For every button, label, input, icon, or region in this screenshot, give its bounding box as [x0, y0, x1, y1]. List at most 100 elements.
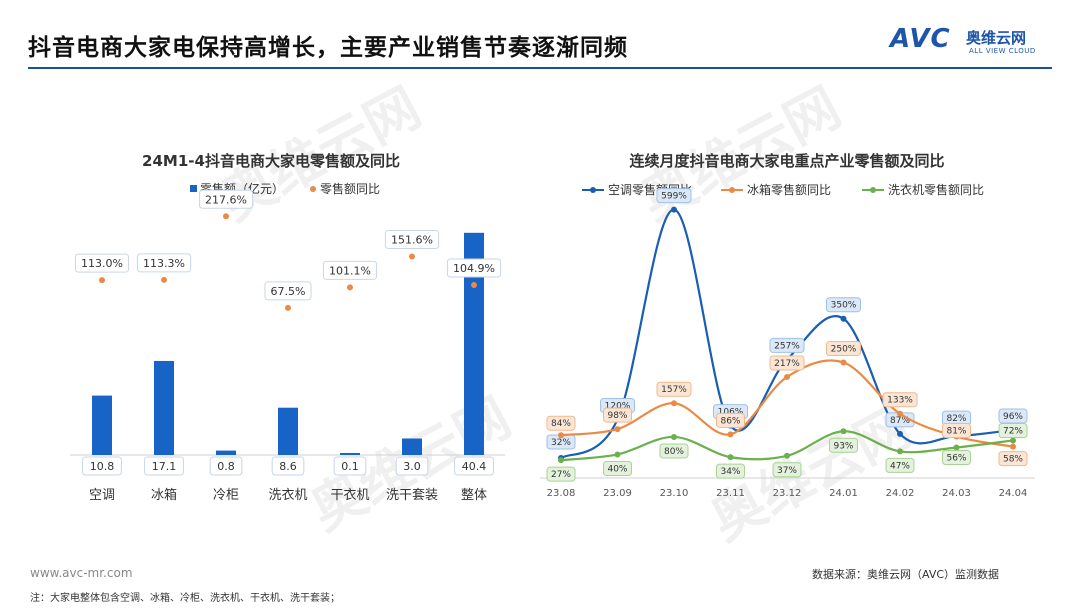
data-label: 37%	[777, 466, 797, 476]
logo-cn-text: 奥维云网	[966, 29, 1027, 47]
bar-chart-title: 24M1-4抖音电商大家电零售额及同比	[142, 152, 400, 170]
data-label: 106%	[718, 408, 744, 418]
series-point	[840, 315, 847, 322]
data-label-box	[603, 407, 632, 423]
yoy-label-box	[384, 230, 440, 250]
yoy-label-box	[198, 189, 254, 209]
site-url: www.avc-mr.com	[30, 566, 133, 580]
data-label-box	[998, 451, 1028, 467]
data-source: 数据来源：奥维云网（AVC）监测数据	[812, 568, 1000, 581]
data-label: 27%	[551, 470, 571, 480]
series-point	[840, 428, 847, 435]
category-label: 空调	[89, 488, 115, 503]
data-label-box	[998, 408, 1028, 424]
category-label: 洗衣机	[268, 487, 307, 503]
series-point	[558, 432, 564, 439]
data-label-box	[716, 412, 745, 428]
page-title: 抖音电商大家电保持高增长，主要产业销售节奏逐渐同频	[28, 35, 628, 61]
series-point	[671, 400, 677, 407]
category-label: 整体	[461, 488, 487, 503]
bar-value-label-box	[209, 456, 243, 476]
bar-value-label-box	[82, 456, 122, 476]
data-label: 217%	[774, 359, 800, 369]
data-label: 81%	[946, 427, 966, 437]
yoy-dot	[347, 284, 353, 291]
data-label: 40%	[607, 464, 627, 474]
bar	[278, 407, 298, 455]
category-label: 干衣机	[330, 487, 369, 503]
header-divider	[28, 67, 1052, 69]
series-point	[784, 373, 790, 380]
data-label: 96%	[1003, 412, 1023, 422]
category-label: 冰箱	[151, 487, 177, 503]
x-tick-label: 23.10	[660, 488, 689, 499]
yoy-dot	[471, 282, 477, 289]
bar	[340, 453, 360, 455]
series-point	[897, 430, 903, 437]
yoy-label-box	[264, 281, 312, 301]
yoy-label-box	[136, 253, 192, 273]
data-label: 250%	[831, 345, 857, 355]
legend-label: 洗衣机零售额同比	[888, 182, 984, 197]
yoy-label-box	[446, 258, 502, 278]
legend-marker	[729, 187, 735, 193]
data-label: 98%	[607, 411, 627, 421]
data-label: 34%	[720, 467, 740, 477]
yoy-label-box	[74, 253, 130, 273]
series-point	[953, 444, 960, 451]
data-label: 32%	[551, 438, 571, 448]
yoy-label: 104.9%	[453, 262, 495, 275]
data-label: 72%	[1003, 426, 1023, 436]
bar-value-label: 0.8	[217, 460, 235, 473]
legend-swatch-bar	[190, 185, 197, 192]
data-label: 133%	[887, 396, 913, 406]
data-label: 350%	[831, 301, 857, 311]
bar-value-label-box	[333, 456, 367, 476]
series-point	[840, 359, 847, 366]
x-tick-label: 24.02	[886, 488, 915, 499]
bar-value-label-box	[271, 456, 305, 476]
data-label-box	[546, 415, 576, 431]
series-point	[558, 457, 564, 464]
bar-value-label-box	[395, 456, 429, 476]
data-label: 47%	[890, 461, 910, 471]
bar-value-label-box	[454, 456, 494, 476]
data-label-box	[659, 443, 689, 459]
data-label-box	[656, 381, 692, 397]
bar-value-label: 0.1	[341, 460, 359, 473]
yoy-label: 101.1%	[329, 264, 371, 277]
bar-value-label: 10.8	[90, 460, 115, 473]
yoy-dot	[99, 277, 105, 284]
series-point	[614, 451, 621, 458]
data-label-box	[603, 460, 632, 476]
data-label: 120%	[605, 401, 631, 411]
series-point	[897, 448, 903, 455]
data-label-box	[829, 437, 858, 453]
data-label-box	[885, 457, 915, 473]
data-label: 86%	[720, 416, 740, 426]
x-tick-label: 23.11	[716, 488, 745, 499]
data-label: 56%	[946, 453, 966, 463]
x-tick-label: 23.09	[603, 488, 632, 499]
data-label-box	[942, 449, 971, 465]
bar-value-label: 8.6	[279, 460, 297, 473]
x-tick-label: 23.08	[547, 488, 576, 499]
yoy-dot	[161, 276, 167, 283]
series-point	[614, 426, 621, 433]
data-label: 58%	[1003, 455, 1023, 465]
data-label-box	[826, 341, 861, 356]
bar-value-label: 40.4	[462, 460, 487, 473]
bar-value-label-box	[144, 456, 184, 476]
series-line	[560, 359, 1014, 448]
yoy-dot	[409, 253, 415, 260]
bar	[92, 395, 112, 455]
x-tick-label: 24.03	[942, 488, 971, 499]
series-point	[784, 452, 790, 459]
bar	[154, 360, 174, 455]
data-label-box	[882, 392, 918, 408]
bar-value-label: 17.1	[152, 460, 177, 473]
data-label-box	[769, 355, 805, 371]
yoy-label: 217.6%	[205, 193, 247, 206]
